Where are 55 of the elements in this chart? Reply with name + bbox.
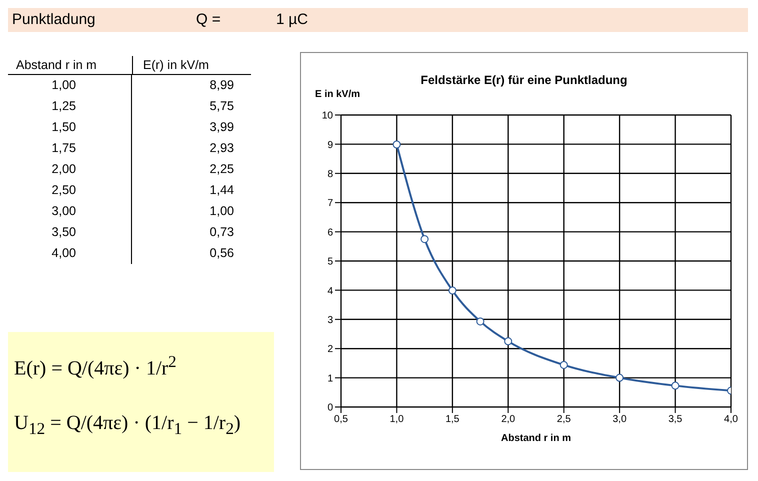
text: 1,50 [8,117,132,138]
x-tick-label: 1,0 [390,414,404,426]
text: 2,93 [210,141,234,155]
x-tick-label: 3,0 [612,414,627,426]
y-tick-label: 8 [327,168,334,180]
text: 4,00 [8,243,132,264]
y-tick-label: 1 [327,373,334,384]
y-tick-label: 0 [327,402,334,414]
text: E(r) = Q/(4πε) · 1/r$^{2}$ [14,352,176,381]
text: 2,25 [210,162,234,176]
text: 3,99 [210,120,234,134]
text: 1,75 [8,138,132,159]
text: 0,56 [210,246,234,260]
text: 0,73 [210,225,234,239]
x-tick-label: 2,0 [501,414,516,426]
text: 2,50 [8,180,132,201]
y-tick-label: 6 [327,227,334,238]
point [392,140,401,148]
text: 1 µC [276,11,308,28]
text: 3,50 [8,222,132,243]
point [448,286,456,294]
y-axis-title: E in kV/m [315,89,360,100]
text: Punktladung [12,11,96,28]
text: 1,25 [8,96,132,117]
text: U$_{12}$ = Q/(4πε) · (1/r$_{1}$ − 1/r$_{2}$) [14,412,241,439]
x-tick-label: 2,5 [556,414,572,426]
text: 2,00 [8,159,132,180]
x-tick-label: 4,0 [724,414,738,426]
y-tick-label: 4 [327,286,334,297]
y-tick-label: 9 [327,140,334,151]
y-tick-label: 7 [327,198,334,210]
point [476,317,484,326]
point [504,337,512,346]
y-tick-label: 5 [327,256,334,268]
text: Abstand r in m [8,56,133,75]
y-tick-label: 3 [327,314,334,326]
y-tick-label: 10 [322,110,334,122]
text: E(r) in kV/m [133,56,251,75]
x-axis-title: Abstand r in m [500,433,572,444]
text: 1,44 [210,183,234,197]
y-tick-label: 2 [327,344,334,356]
x-tick-label: 1,5 [445,414,460,426]
text: 1,00 [52,78,76,92]
x-tick-label: 3,5 [668,414,683,426]
point [420,235,429,244]
point [671,382,680,390]
text: 8,99 [210,78,234,92]
point [616,374,624,382]
chart-title: Feldstärke E(r) für eine Punktladung [420,73,628,87]
text: 3,00 [8,201,132,222]
text: 1,00 [208,203,234,220]
point [560,360,568,369]
text: Q = [196,11,221,28]
text: 5,75 [210,99,234,113]
x-tick-label: 0,5 [334,414,348,426]
